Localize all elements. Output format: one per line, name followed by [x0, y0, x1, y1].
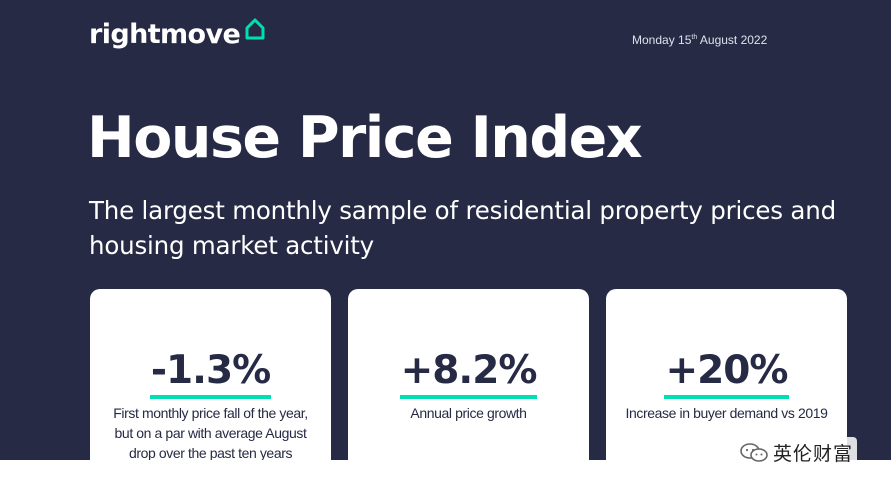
- rightmove-logo: rightmove: [89, 16, 266, 54]
- stat-description: First monthly price fall of the year, bu…: [113, 405, 308, 461]
- stat-value: -1.3%: [149, 347, 271, 399]
- stat-card-buyer-demand: +20% Increase in buyer demand vs 2019: [606, 289, 847, 487]
- stat-card-monthly-change: -1.3% First monthly price fall of the ye…: [90, 289, 331, 487]
- wechat-icon: [740, 442, 768, 462]
- page-subtitle: The largest monthly sample of residentia…: [89, 196, 836, 260]
- report-date: Monday 15th August 2022: [632, 33, 768, 47]
- stat-value: +20%: [664, 347, 789, 399]
- watermark: 英伦财富: [735, 437, 858, 468]
- stat-description: Annual price growth: [410, 405, 527, 421]
- house-icon: [245, 18, 265, 40]
- stat-card-annual-growth: +8.2% Annual price growth: [348, 289, 589, 487]
- logo-wordmark: rightmove: [89, 19, 241, 50]
- stat-value: +8.2%: [399, 347, 538, 399]
- stat-description: Increase in buyer demand vs 2019: [625, 405, 828, 421]
- watermark-text: 英伦财富: [773, 443, 854, 465]
- page-title: House Price Index: [87, 105, 643, 171]
